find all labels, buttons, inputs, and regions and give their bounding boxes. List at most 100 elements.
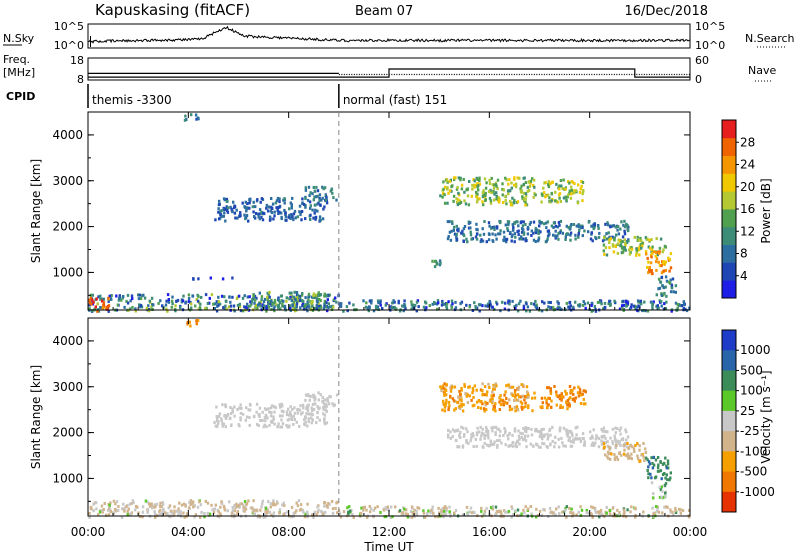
velocity-cell-0	[323, 504, 326, 508]
power-cell-6	[489, 201, 493, 205]
velocity-cell-4	[444, 403, 447, 407]
power-cell-5	[307, 185, 311, 189]
velocity-cell-6	[476, 426, 479, 430]
velocity-cell-4	[479, 406, 483, 410]
power-cell-10	[662, 260, 665, 264]
velocity-cell-6	[508, 444, 512, 448]
power-cell-7	[558, 184, 561, 188]
velocity-cell-1	[453, 511, 456, 515]
velocity-cell-6	[469, 439, 472, 443]
velocity-cell-8	[651, 461, 654, 465]
power-cell-3	[410, 303, 413, 307]
velocity-cell-0	[282, 501, 286, 505]
velocity-cell-7	[613, 456, 617, 460]
power-cell-10	[650, 255, 653, 259]
velocity-cell-6	[549, 433, 552, 437]
power-cell-4	[252, 200, 255, 204]
power-cell-10	[645, 252, 648, 256]
power-cell-3	[568, 301, 571, 305]
power-cell-2	[293, 295, 296, 299]
velocity-cell-1	[401, 511, 405, 515]
power-cell-3	[594, 309, 598, 313]
velocity-cell-4	[485, 408, 488, 411]
power-cell-2	[253, 301, 256, 305]
velocity-cell-1	[655, 509, 659, 513]
velocity-cell-4	[508, 405, 512, 408]
velocity-cell-6	[583, 440, 586, 444]
velocity-cell-2	[290, 418, 294, 422]
power-cell-10	[655, 250, 658, 254]
power-cell-2	[301, 304, 304, 307]
velocity-cell-1	[416, 506, 419, 510]
velocity-cell-2	[231, 409, 234, 413]
velocity-cell-6	[521, 438, 525, 442]
velocity-cell-5	[573, 386, 576, 390]
power-cell-10	[660, 264, 663, 268]
velocity-cell-6	[557, 437, 560, 441]
power-cell-8	[583, 229, 586, 233]
velocity-cell-6	[525, 445, 528, 449]
velocity-cell-6	[465, 427, 468, 431]
power-cell-9	[630, 247, 634, 251]
power-cell-8	[578, 229, 581, 232]
velocity-cell-2	[274, 406, 277, 410]
velocity-cell-6	[604, 436, 607, 440]
power-cell-3	[415, 300, 419, 304]
velocity-cell-2	[248, 416, 251, 419]
velocity-cell-0	[146, 510, 149, 514]
velocity-cell-2	[281, 404, 284, 408]
velocity-cell-0	[336, 511, 339, 515]
power-cell-3	[394, 307, 398, 311]
power-cell-0	[243, 305, 246, 309]
power-cell-0	[319, 306, 323, 310]
power-cell-2	[318, 297, 321, 301]
power-cell-6	[452, 199, 455, 203]
power-cell-8	[603, 238, 606, 241]
power-cell-0	[167, 300, 171, 304]
velocity-cell-6	[561, 441, 564, 445]
velocity-cell-2	[238, 406, 241, 410]
velocity-cell-4	[471, 386, 475, 390]
velocity-cell-2	[248, 423, 251, 427]
power-cell-8	[520, 237, 523, 240]
velocity-cell-0	[204, 499, 207, 503]
power-cell-8	[516, 220, 519, 224]
power-cell-6	[463, 199, 466, 203]
power-cell-3	[608, 299, 611, 303]
power-cell-3	[440, 303, 444, 307]
velocity-cell-4	[513, 399, 516, 403]
power-cell-4	[319, 203, 322, 207]
velocity-cell-6	[611, 442, 615, 446]
power-cell-6	[529, 179, 533, 183]
velocity-cell-0	[278, 508, 282, 512]
velocity-cell-0	[206, 501, 210, 505]
velocity-cell-0	[183, 515, 186, 519]
velocity-cell-2	[322, 412, 325, 416]
power-cell-0	[194, 304, 197, 308]
velocity-cell-1	[613, 512, 616, 515]
velocity-cell-3	[304, 398, 307, 402]
power-cell-8	[455, 235, 458, 239]
power-cell-3	[677, 303, 681, 307]
power-cell-2	[301, 292, 304, 295]
power-cell-8	[550, 224, 554, 228]
velocity-cell-1	[500, 512, 503, 516]
station-title: Kapuskasing (fitACF)	[95, 1, 250, 19]
velocity-cell-4	[460, 404, 463, 408]
velocity-cell-4	[513, 395, 517, 399]
velocity-cell-5	[572, 397, 576, 401]
power-cell-1	[92, 300, 95, 304]
power-cell-9	[648, 246, 652, 250]
velocity-cell-4	[463, 383, 466, 387]
velocity-cell-1	[384, 515, 388, 519]
power-cell-9	[617, 238, 620, 242]
velocity-cell-8	[647, 465, 650, 469]
velocity-cell-0	[107, 513, 111, 517]
power-cell-4	[302, 203, 306, 206]
velocity-cell-2	[292, 414, 295, 418]
power-cell-9	[650, 248, 654, 252]
power-cell-6	[534, 193, 537, 197]
velocity-cell-0	[306, 502, 309, 506]
power-cell-7	[566, 195, 569, 199]
power-cell-7	[567, 193, 570, 197]
